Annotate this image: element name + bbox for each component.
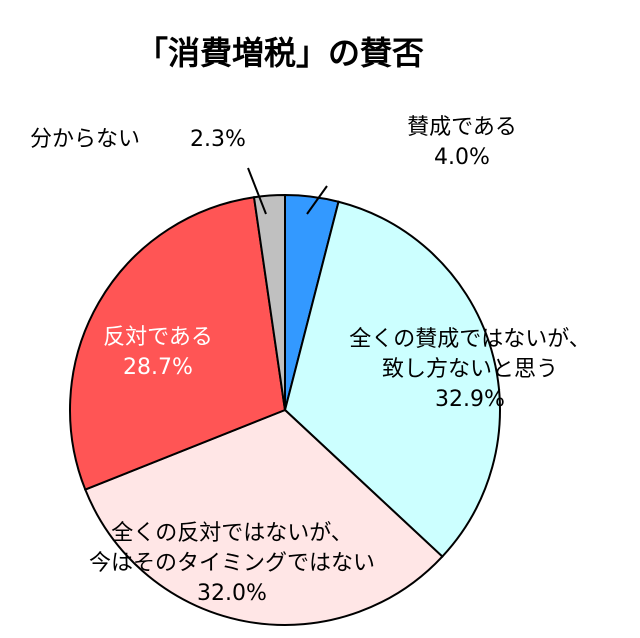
slice-value-label: 28.7% (123, 355, 193, 380)
pie-slice (69, 196, 287, 491)
leader-line (306, 185, 328, 215)
slice-label: 致し方ないと思う (382, 357, 558, 382)
leader-line (247, 167, 267, 215)
pie-slice (252, 193, 286, 411)
slice-value-label: 32.9% (435, 387, 505, 412)
slice-value-label: 4.0% (434, 145, 490, 170)
slice-label: 今はそのタイミングではない (89, 551, 375, 576)
slice-label: 賛成である (407, 115, 517, 140)
slice-label: 分からない (30, 127, 140, 152)
chart-title: 「消費増税」の賛否 (135, 34, 424, 72)
slice-label: 全くの賛成ではないが、 (349, 327, 591, 352)
slice-label: 反対である (103, 325, 213, 350)
slice-label: 全くの反対ではないが、 (111, 521, 353, 546)
pie-slice (83, 408, 444, 626)
pie-slice (283, 200, 501, 558)
slice-value-label: 32.0% (197, 581, 267, 606)
slice-value-label: 2.3% (190, 127, 246, 152)
